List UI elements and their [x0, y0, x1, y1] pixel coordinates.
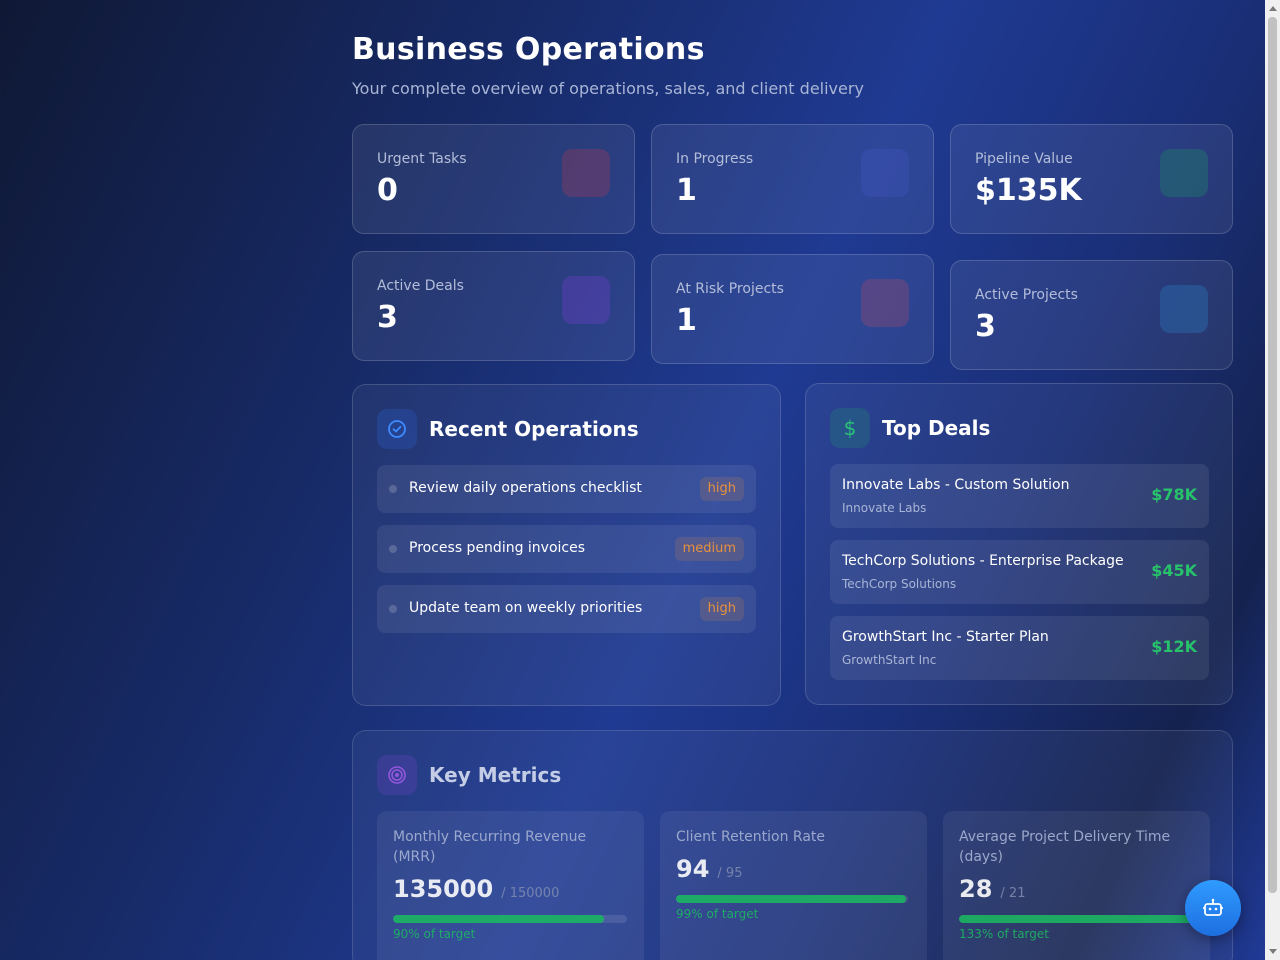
metric-card-mrr: Monthly Recurring Revenue (MRR) 135000 /…	[377, 811, 644, 960]
metric-value: 28	[959, 875, 993, 903]
page-subtitle: Your complete overview of operations, sa…	[352, 79, 864, 98]
metric-card-delivery-time: Average Project Delivery Time (days) 28 …	[943, 811, 1210, 960]
metric-label: Average Project Delivery Time (days)	[959, 829, 1171, 865]
deal-company: TechCorp Solutions	[842, 577, 957, 591]
operation-item[interactable]: Update team on weekly priorities high	[377, 585, 756, 633]
stat-value: 1	[676, 303, 697, 338]
stat-card-in-progress[interactable]: In Progress 1	[651, 124, 934, 234]
handshake-icon	[562, 276, 610, 324]
stat-value: 3	[975, 309, 996, 344]
progress-fill	[676, 895, 906, 903]
priority-badge: high	[699, 477, 744, 501]
target-icon	[377, 755, 417, 795]
operation-text: Process pending invoices	[409, 540, 586, 556]
metric-percent: 133% of target	[959, 927, 1049, 941]
panel-title: Top Deals	[882, 416, 991, 440]
stat-card-active-projects[interactable]: Active Projects 3	[950, 260, 1233, 370]
panel-title: Recent Operations	[429, 417, 639, 441]
priority-badge: high	[699, 597, 744, 621]
stat-label: Active Deals	[377, 278, 464, 294]
metric-card-retention: Client Retention Rate 94 / 95 99% of tar…	[660, 811, 927, 960]
panel-header: Key Metrics	[377, 755, 561, 795]
metric-value-row: 28 / 21	[959, 875, 1025, 903]
assistant-button[interactable]	[1185, 880, 1241, 936]
metric-value-row: 135000 / 150000	[393, 875, 559, 903]
metric-target: / 21	[1000, 886, 1026, 901]
stat-value: 0	[377, 173, 398, 208]
dollar-icon	[1160, 149, 1208, 197]
metric-target: / 150000	[501, 886, 560, 901]
stat-label: In Progress	[676, 151, 754, 167]
folder-icon	[1160, 285, 1208, 333]
metric-label: Client Retention Rate	[676, 829, 826, 845]
metric-target: / 95	[717, 866, 743, 881]
operation-item[interactable]: Review daily operations checklist high	[377, 465, 756, 513]
panel-header: Recent Operations	[377, 409, 639, 449]
metric-value-row: 94 / 95	[676, 855, 742, 883]
stat-label: Active Projects	[975, 287, 1078, 303]
robot-icon	[1203, 898, 1223, 916]
deal-company: Innovate Labs	[842, 501, 927, 515]
deal-name: TechCorp Solutions - Enterprise Package	[842, 553, 1124, 569]
stat-card-urgent-tasks[interactable]: Urgent Tasks 0	[352, 124, 635, 234]
top-deals-panel: $ Top Deals Innovate Labs - Custom Solut…	[805, 383, 1233, 705]
recent-operations-panel: Recent Operations Review daily operation…	[352, 384, 781, 706]
status-dot	[389, 545, 397, 553]
metric-percent: 99% of target	[676, 907, 759, 921]
dollar-icon: $	[830, 408, 870, 448]
deal-name: GrowthStart Inc - Starter Plan	[842, 629, 1049, 645]
page-title: Business Operations	[352, 32, 705, 67]
scroll-down-arrow-icon[interactable]	[1265, 943, 1280, 960]
alert-icon	[562, 149, 610, 197]
panel-header: $ Top Deals	[830, 408, 990, 448]
status-dot	[389, 605, 397, 613]
progress-fill	[393, 915, 604, 923]
deal-item[interactable]: TechCorp Solutions - Enterprise Package …	[830, 540, 1209, 604]
stat-value: 3	[377, 300, 398, 335]
dashboard-page: Business Operations Your complete overvi…	[352, 32, 1233, 98]
deal-name: Innovate Labs - Custom Solution	[842, 477, 1070, 493]
progress-bar	[393, 915, 627, 923]
status-dot	[389, 485, 397, 493]
check-circle-icon	[377, 409, 417, 449]
key-metrics-panel: Key Metrics Monthly Recurring Revenue (M…	[352, 730, 1233, 960]
clock-icon	[861, 149, 909, 197]
stat-label: At Risk Projects	[676, 281, 784, 297]
operation-item[interactable]: Process pending invoices medium	[377, 525, 756, 573]
progress-bar	[676, 895, 908, 903]
deal-item[interactable]: Innovate Labs - Custom Solution Innovate…	[830, 464, 1209, 528]
progress-bar	[959, 915, 1193, 923]
stat-label: Pipeline Value	[975, 151, 1073, 167]
metric-value: 94	[676, 855, 710, 883]
scroll-up-arrow-icon[interactable]	[1265, 0, 1280, 17]
operation-text: Review daily operations checklist	[409, 480, 642, 496]
deal-amount: $78K	[1151, 485, 1197, 504]
panel-title: Key Metrics	[429, 763, 562, 787]
warning-icon	[861, 279, 909, 327]
stat-value: $135K	[975, 173, 1082, 208]
metric-value: 135000	[393, 875, 494, 903]
scroll-thumb[interactable]	[1268, 17, 1277, 893]
stat-card-active-deals[interactable]: Active Deals 3	[352, 251, 635, 361]
stat-label: Urgent Tasks	[377, 151, 467, 167]
metric-percent: 90% of target	[393, 927, 476, 941]
operation-text: Update team on weekly priorities	[409, 600, 643, 616]
stat-card-pipeline-value[interactable]: Pipeline Value $135K	[950, 124, 1233, 234]
page-scrollbar[interactable]	[1265, 0, 1280, 960]
deal-item[interactable]: GrowthStart Inc - Starter Plan GrowthSta…	[830, 616, 1209, 680]
stat-value: 1	[676, 173, 697, 208]
deal-company: GrowthStart Inc	[842, 653, 937, 667]
progress-fill	[959, 915, 1193, 923]
deal-amount: $45K	[1151, 561, 1197, 580]
priority-badge: medium	[674, 537, 744, 561]
deal-amount: $12K	[1151, 637, 1197, 656]
metric-label: Monthly Recurring Revenue (MRR)	[393, 829, 587, 865]
stat-card-at-risk-projects[interactable]: At Risk Projects 1	[651, 254, 934, 364]
